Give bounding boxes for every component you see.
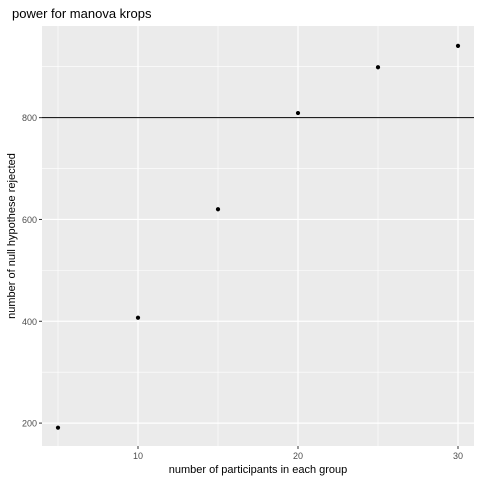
y-tick-label: 600 — [22, 215, 37, 225]
y-tick-label: 200 — [22, 419, 37, 429]
data-point — [455, 43, 461, 48]
minor-grid — [42, 26, 474, 446]
data-point — [215, 207, 221, 212]
y-axis-label: number of null hypothese rejected — [6, 153, 18, 319]
y-tick-label: 800 — [22, 113, 37, 123]
y-axis-ticks: 200 400 600 800 — [22, 113, 42, 429]
x-axis-label: number of participants in each group — [169, 464, 348, 476]
data-point — [135, 315, 141, 320]
x-tick-label: 30 — [453, 451, 463, 461]
x-tick-label: 10 — [133, 451, 143, 461]
plot-panel — [42, 26, 474, 446]
y-tick-label: 400 — [22, 317, 37, 327]
chart-title: power for manova krops — [12, 6, 152, 21]
data-point — [55, 425, 61, 430]
data-point — [375, 65, 381, 70]
data-points — [55, 43, 461, 430]
data-point — [295, 110, 301, 116]
x-tick-label: 20 — [293, 451, 303, 461]
x-axis-ticks: 10 20 30 — [133, 446, 463, 461]
